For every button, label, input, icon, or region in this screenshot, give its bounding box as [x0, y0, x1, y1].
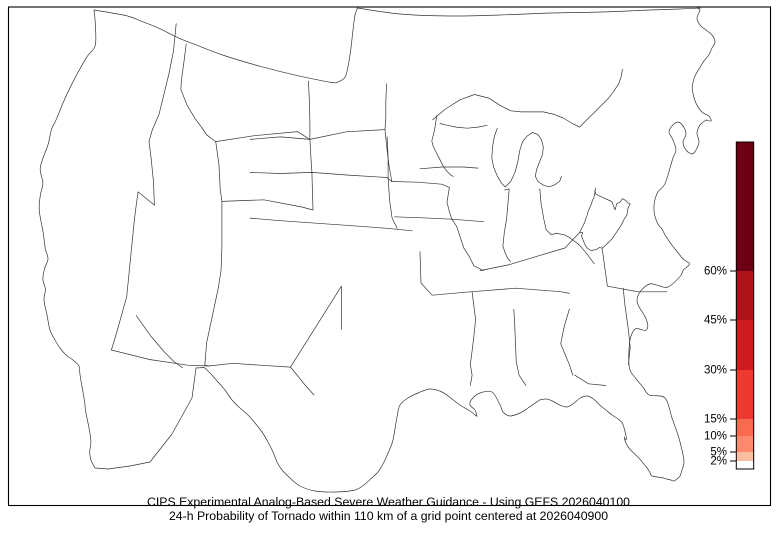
svg-text:30%: 30%: [704, 365, 727, 377]
svg-text:15%: 15%: [704, 414, 727, 426]
svg-text:2%: 2%: [710, 456, 727, 468]
svg-text:45%: 45%: [704, 315, 727, 327]
svg-text:10%: 10%: [704, 431, 727, 443]
svg-text:60%: 60%: [704, 266, 727, 278]
